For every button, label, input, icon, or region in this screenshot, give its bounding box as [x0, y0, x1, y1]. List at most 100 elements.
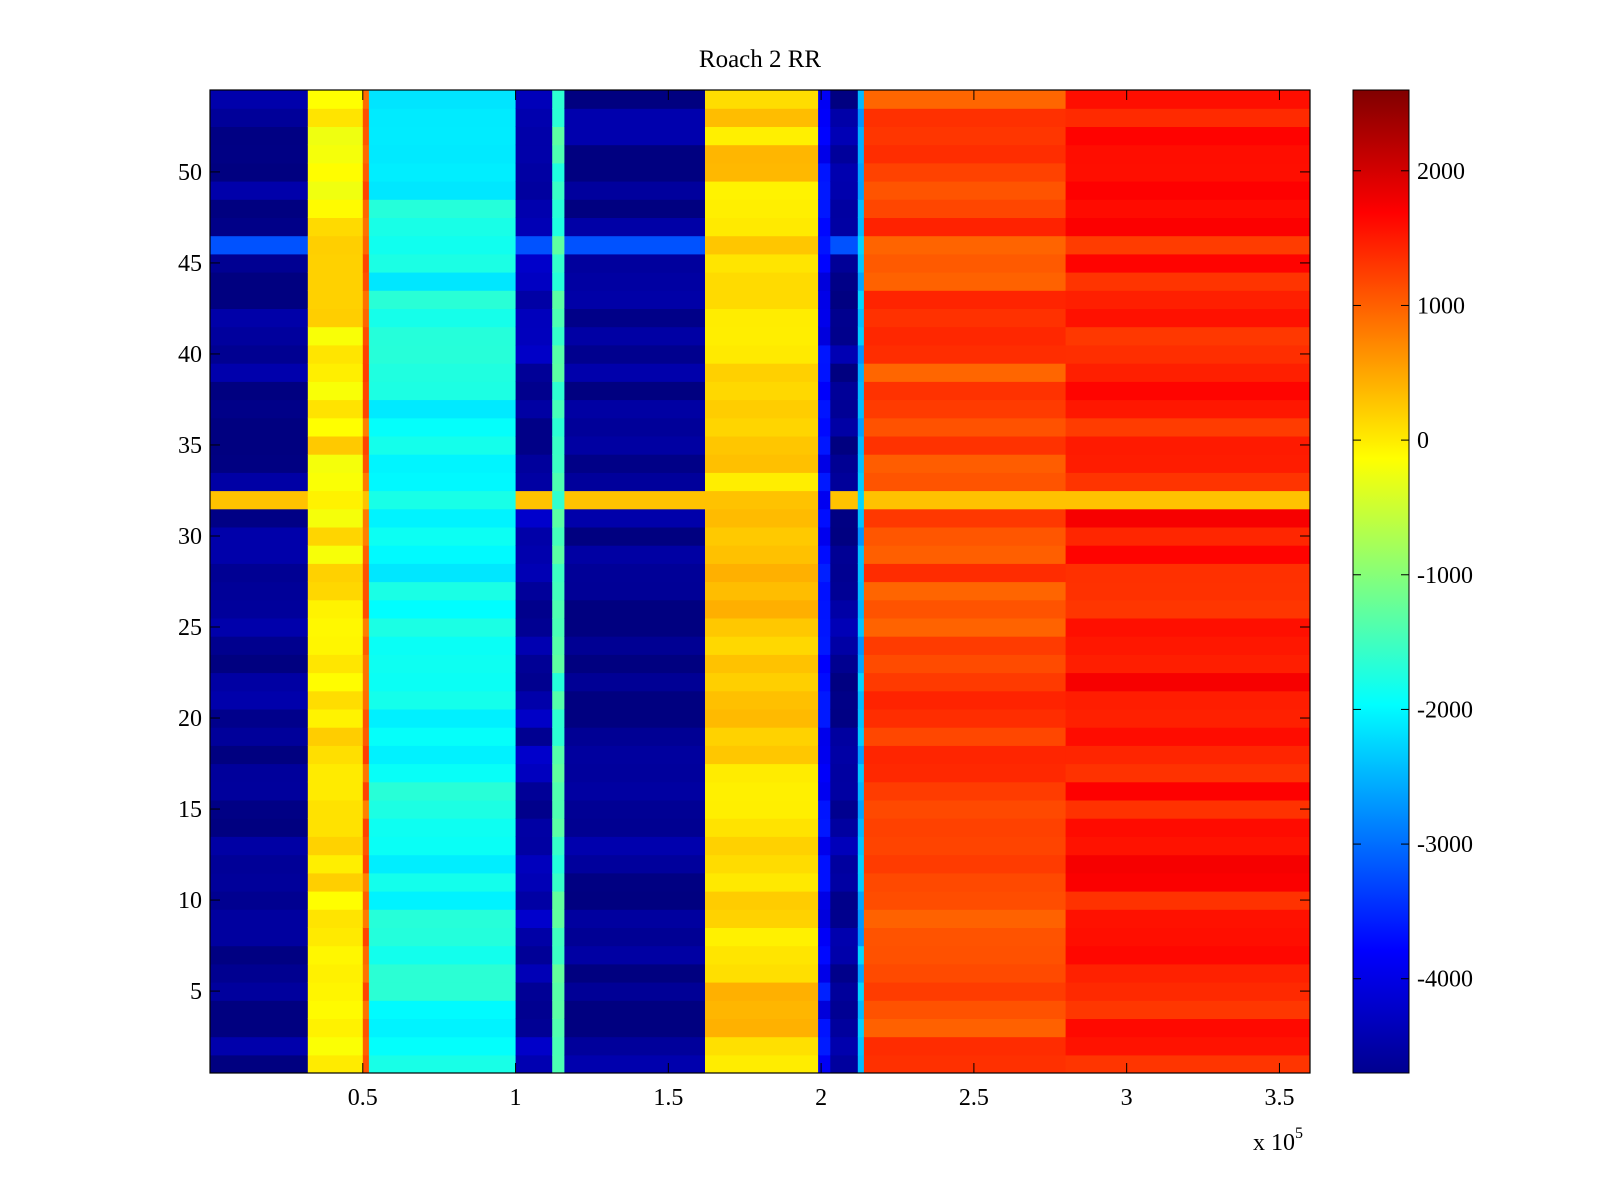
heatmap-cell — [307, 854, 364, 874]
heatmap-cell — [552, 690, 565, 710]
heatmap-cell — [564, 490, 706, 510]
heatmap-cell — [857, 199, 865, 218]
heatmap-cell — [307, 526, 364, 546]
heatmap-cell — [863, 745, 1067, 765]
heatmap-cell — [564, 235, 706, 255]
heatmap-cell — [705, 563, 819, 583]
heatmap-cell — [863, 836, 1067, 856]
heatmap-cell — [863, 144, 1067, 164]
heatmap-cell — [857, 690, 865, 710]
heatmap-cell — [368, 818, 517, 837]
heatmap-cell — [564, 308, 706, 328]
heatmap-cell — [1065, 326, 1310, 346]
heatmap-cell — [362, 963, 370, 983]
heatmap-cell — [1065, 526, 1310, 546]
heatmap-cell — [552, 563, 565, 583]
heatmap-cell — [307, 982, 364, 1001]
heatmap-cell — [564, 508, 706, 528]
heatmap-cell — [1065, 545, 1310, 564]
heatmap-cell — [368, 872, 517, 892]
heatmap-cell — [307, 90, 364, 109]
heatmap-cell — [830, 290, 859, 309]
heatmap-cell — [552, 581, 565, 601]
heatmap-cell — [368, 708, 517, 728]
heatmap-cell — [830, 982, 859, 1001]
heatmap-cell — [210, 799, 309, 819]
heatmap-cell — [552, 599, 565, 619]
x-tick-label: 2 — [815, 1085, 827, 1111]
heatmap-cell — [705, 490, 819, 510]
heatmap-cell — [515, 781, 553, 801]
heatmap-cell — [307, 472, 364, 492]
heatmap-cell — [515, 126, 553, 146]
heatmap-cell — [830, 617, 859, 637]
heatmap-cell — [564, 636, 706, 655]
heatmap-cell — [857, 90, 865, 109]
heatmap-cell — [705, 199, 819, 218]
heatmap-cell — [863, 126, 1067, 146]
heatmap-cell — [564, 90, 706, 109]
heatmap-cell — [1065, 435, 1310, 455]
heatmap-cell — [1065, 162, 1310, 182]
heatmap-cell — [552, 272, 565, 291]
heatmap-cell — [863, 217, 1067, 237]
heatmap-cell — [857, 253, 865, 273]
heatmap-cell — [368, 781, 517, 801]
heatmap-cell — [1065, 144, 1310, 164]
heatmap-cell — [307, 181, 364, 200]
colorbar-tick-label: 1000 — [1417, 293, 1465, 319]
heatmap-cell — [564, 690, 706, 710]
heatmap-cell — [1065, 636, 1310, 655]
heatmap-cell — [368, 144, 517, 164]
heatmap-cell — [362, 108, 370, 127]
heatmap-cell — [515, 727, 553, 746]
heatmap-cell — [863, 1036, 1067, 1056]
heatmap-cell — [368, 162, 517, 182]
heatmap-cell — [307, 781, 364, 801]
heatmap-cell — [362, 435, 370, 455]
heatmap-cell — [552, 181, 565, 200]
heatmap-cell — [552, 891, 565, 910]
heatmap-cell — [552, 836, 565, 856]
heatmap-cell — [705, 253, 819, 273]
heatmap-cell — [368, 199, 517, 218]
heatmap-cell — [857, 1018, 865, 1038]
heatmap-cell — [210, 781, 309, 801]
heatmap-cell — [818, 982, 831, 1001]
heatmap-cell — [564, 363, 706, 382]
heatmap-cell — [564, 672, 706, 692]
heatmap-cell — [1065, 235, 1310, 255]
heatmap-cell — [307, 727, 364, 746]
heatmap-cell — [818, 144, 831, 164]
heatmap-cell — [515, 799, 553, 819]
heatmap-cell — [818, 272, 831, 291]
heatmap-cell — [705, 945, 819, 965]
heatmap-cell — [857, 909, 865, 928]
heatmap-cell — [1065, 781, 1310, 801]
heatmap-cell — [552, 1054, 565, 1073]
heatmap-cell — [818, 199, 831, 218]
heatmap-cell — [564, 435, 706, 455]
heatmap-cell — [307, 308, 364, 328]
heatmap-cell — [705, 909, 819, 928]
heatmap-cell — [362, 708, 370, 728]
heatmap-cell — [307, 326, 364, 346]
heatmap-cell — [210, 963, 309, 983]
heatmap-cell — [705, 162, 819, 182]
heatmap-cell — [210, 417, 309, 437]
heatmap-cell — [307, 508, 364, 528]
heatmap-cell — [362, 909, 370, 928]
heatmap-cell — [362, 381, 370, 401]
heatmap-cell — [307, 799, 364, 819]
heatmap-cell — [1065, 90, 1310, 109]
heatmap-cell — [705, 363, 819, 382]
heatmap-cell — [830, 763, 859, 783]
heatmap-cell — [552, 326, 565, 346]
heatmap-cell — [564, 836, 706, 856]
heatmap-cell — [515, 272, 553, 291]
heatmap-cell — [515, 181, 553, 200]
heatmap-cell — [857, 945, 865, 965]
heatmap-cell — [564, 909, 706, 928]
heatmap-cell — [210, 435, 309, 455]
heatmap-cell — [1065, 253, 1310, 273]
